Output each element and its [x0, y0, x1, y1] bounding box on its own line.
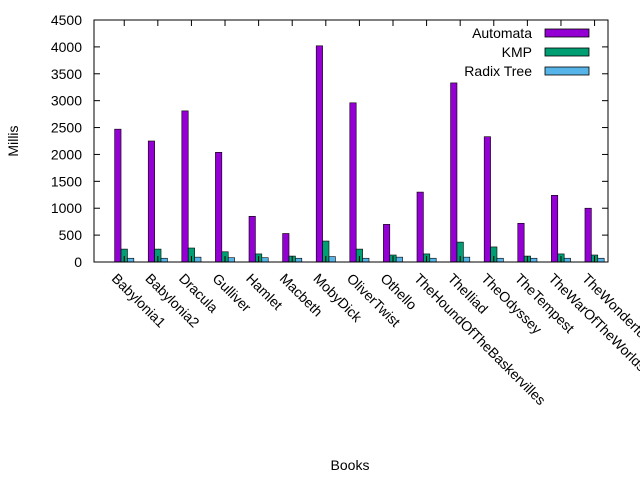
bar	[450, 82, 458, 263]
bar	[248, 215, 256, 263]
bar	[261, 257, 269, 263]
bar	[315, 45, 323, 263]
bar	[349, 102, 357, 263]
bar	[194, 256, 202, 263]
legend: Automata KMP Radix Tree	[464, 25, 590, 79]
bar	[215, 151, 223, 263]
bar	[463, 256, 471, 263]
y-tick-label: 3000	[51, 93, 82, 109]
y-axis: 0 500 1000 1500 2000 2500 3000 3500 4000 4500	[51, 12, 608, 270]
y-tick-label: 1000	[51, 200, 82, 216]
y-tick-label: 0	[74, 254, 82, 270]
y-axis-label: Millis	[5, 125, 21, 156]
bar	[597, 257, 605, 263]
y-tick-label: 4000	[51, 39, 82, 55]
bar	[362, 257, 370, 263]
legend-swatch	[544, 66, 590, 76]
bar	[282, 233, 290, 263]
bar	[383, 224, 391, 263]
legend-label: KMP	[502, 44, 532, 60]
x-axis-label: Books	[331, 457, 370, 473]
bar	[496, 257, 504, 263]
bar	[114, 128, 122, 263]
bar	[395, 256, 403, 263]
bar	[147, 140, 155, 263]
legend-swatch	[544, 47, 590, 57]
y-tick-label: 4500	[51, 12, 82, 28]
bar	[295, 257, 303, 263]
bar	[483, 136, 491, 263]
legend-label: Automata	[472, 25, 532, 41]
bar	[584, 207, 592, 263]
legend-swatch	[544, 28, 590, 38]
legend-label: Radix Tree	[464, 63, 532, 79]
bar	[227, 257, 235, 263]
y-tick-label: 1500	[51, 173, 82, 189]
bar	[429, 257, 437, 263]
bar	[530, 257, 538, 263]
bar	[160, 257, 168, 263]
bar	[127, 257, 135, 263]
y-tick-label: 2500	[51, 120, 82, 136]
bar	[416, 191, 424, 263]
plot-frame	[93, 19, 609, 263]
bar	[563, 257, 571, 263]
y-tick-label: 3500	[51, 66, 82, 82]
y-tick-label: 500	[59, 227, 83, 243]
bar	[517, 222, 525, 263]
bar	[551, 195, 559, 263]
bar	[328, 256, 336, 263]
bar	[181, 110, 189, 263]
y-tick-label: 2000	[51, 146, 82, 162]
